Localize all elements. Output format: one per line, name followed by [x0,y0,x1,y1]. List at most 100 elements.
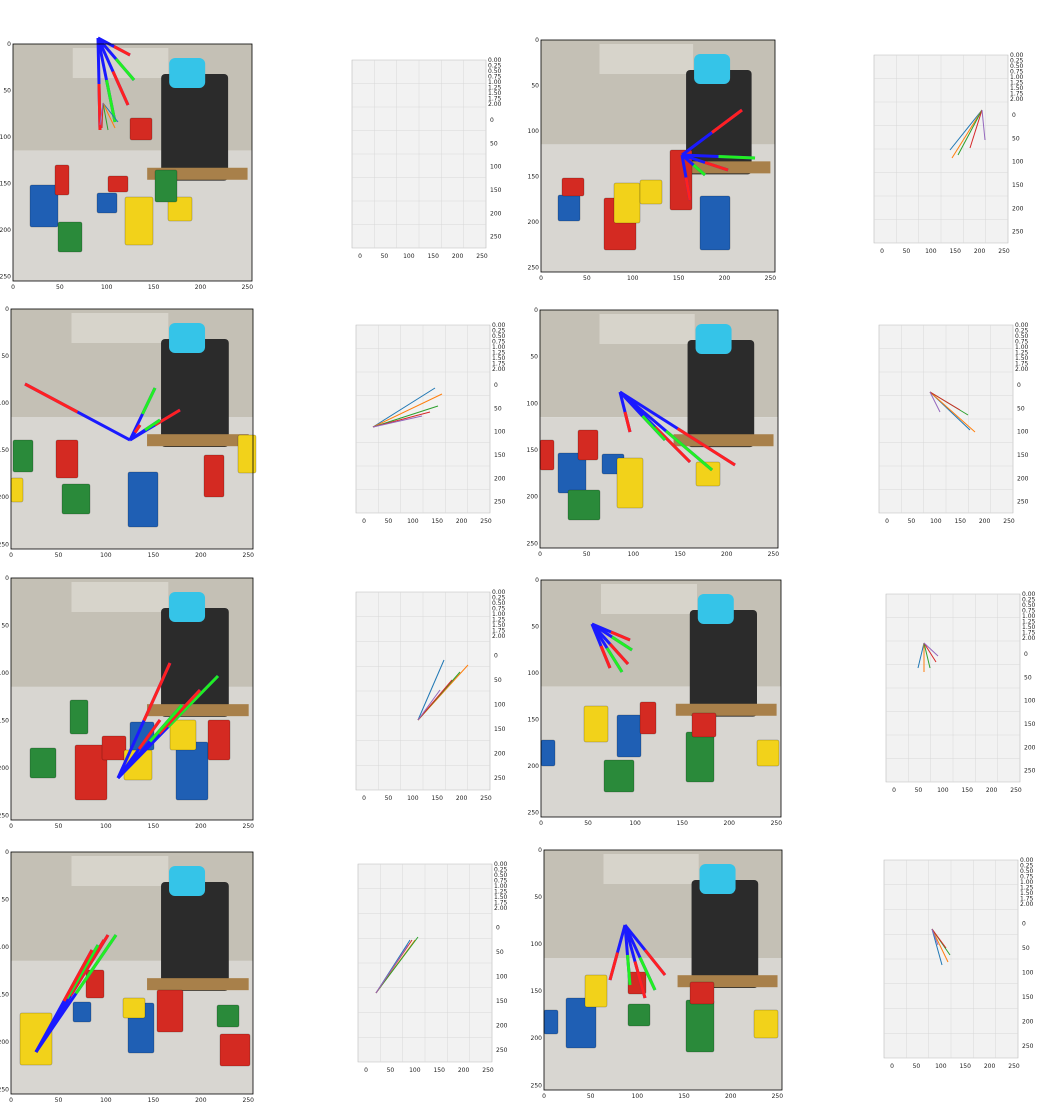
wooden-block [10,477,24,503]
x-tick-label: 150 [148,1097,160,1103]
z-tick-label: 1.75 [1015,361,1029,368]
z-tick-label: 0.25 [1022,597,1036,604]
x-tick-label: 0 [539,820,543,827]
pose-finger-line [372,411,431,428]
z-tick-label: 0.75 [488,74,502,81]
x-tick-label: 200 [721,551,733,558]
z-tick-label: 1.50 [1020,890,1034,897]
pose-finger-line [923,642,937,663]
x-tick-label: 100 [629,820,641,827]
back-pane [883,859,1019,1059]
z-tick-label: 0.25 [492,328,506,335]
z-tick-label: 1.75 [492,361,506,368]
y-tick-label: 0 [1024,651,1028,658]
x-tick-label: 50 [583,551,591,558]
pose-finger-line [931,928,939,946]
finger-segment [638,956,657,991]
x-tick-label: 250 [476,253,488,260]
pose-finger-line [931,928,947,949]
hand-bone [680,154,692,201]
finger-segment [70,934,110,995]
x-tick-label: 50 [387,1067,395,1074]
finger-segment [605,647,624,673]
pose-finger-line [417,671,461,721]
robot-gripper-cover [169,58,206,88]
z-tick-label: 1.75 [492,628,506,635]
finger-segment [157,688,202,736]
finger-segment [65,944,100,1000]
y-tick-label: 150 [531,988,543,995]
wooden-block [756,739,780,767]
robot-arm [689,610,757,717]
z-tick-label: 0.25 [488,63,502,70]
axes-frame [10,577,254,821]
plot-background [358,864,492,1062]
hand-bone [618,390,667,442]
y-tick-label: 50 [1,353,9,360]
z-tick-label: 0.50 [492,333,506,340]
pose-finger-line [375,939,413,994]
finger-segment [684,177,692,201]
z-tick-label: 1.00 [488,79,502,86]
x-tick-label: 50 [587,1093,595,1100]
z-tick-label: 0.50 [492,600,506,607]
finger-segment [24,382,79,414]
x-tick-label: 50 [385,518,393,525]
x-tick-label: 0 [9,823,13,830]
x-tick-label: 250 [772,1093,784,1100]
pose-finger-line [417,664,469,721]
robot-arm [687,340,755,448]
x-tick-label: 200 [195,284,207,291]
y-tick-label: 250 [527,540,539,547]
y-tick-label: 0 [7,41,11,48]
x-tick-label: 0 [362,518,366,525]
wooden-block [639,179,663,205]
wall [541,40,775,145]
finger-segment [74,934,118,995]
y-tick-label: 50 [494,405,502,412]
hand-bone [34,949,94,1053]
y-tick-label: 250 [494,499,506,506]
pose-finger-line [981,109,986,141]
y-tick-label: 200 [527,494,539,501]
y-tick-label: 50 [3,87,11,94]
z-tick-label: 0.75 [492,339,506,346]
hand-bone [96,37,117,123]
hand-bone [34,934,118,1053]
y-tick-label: 0 [535,577,539,584]
z-tick-label: 2.00 [1022,635,1036,642]
y-tick-label: 150 [528,716,540,723]
x-tick-label: 100 [627,275,639,282]
wooden-block [669,149,693,211]
wooden-block [616,714,642,758]
wooden-block [29,184,59,228]
y-tick-label: 200 [0,1039,9,1046]
pose-finger-line [931,928,951,956]
robot-base-board [673,434,774,447]
z-tick-label: 0.25 [492,595,506,602]
z-tick-label: 1.00 [1010,74,1024,81]
robot-arm [691,880,759,988]
finger-segment [641,414,667,442]
z-tick-label: 0.00 [1010,52,1024,59]
y-tick-label: 100 [496,973,508,980]
x-tick-label: 50 [908,518,916,525]
x-tick-label: 150 [961,787,973,794]
hand-bone [129,408,181,442]
whiteboard [71,856,169,886]
x-tick-label: 150 [148,284,160,291]
plot-background [884,860,1018,1058]
hand-bone [591,622,633,652]
finger-segment [62,949,94,1002]
z-tick-label: 2.00 [1020,901,1034,908]
hand-bone [590,623,624,673]
wooden-block [685,731,715,783]
wooden-block [175,741,209,801]
wooden-block [603,759,635,793]
pose-finger-line [931,928,949,963]
table-surface [544,958,782,1090]
wooden-block [207,719,231,761]
